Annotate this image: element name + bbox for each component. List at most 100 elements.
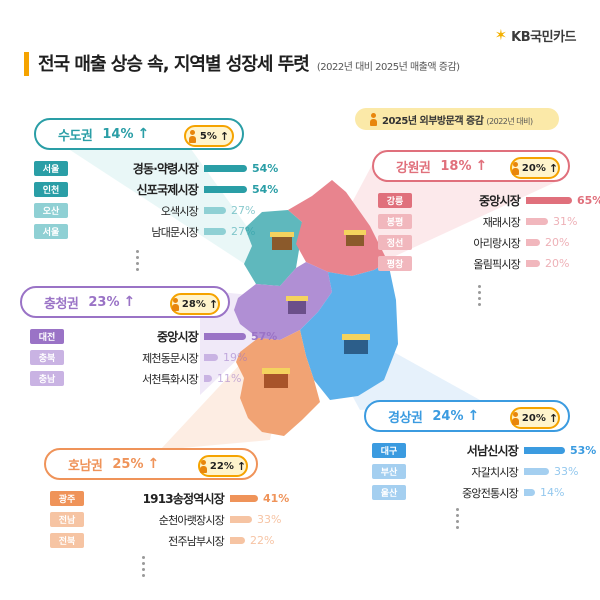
growth-value: 19% — [223, 351, 248, 364]
city-tag: 대구 — [372, 443, 406, 458]
brand-name: KB국민카드 — [511, 30, 576, 45]
market-name: 자갈치시장 — [471, 465, 518, 479]
region-card-chungcheong: 충청권 23% ↑ 28% ↑ — [20, 286, 230, 318]
market-row: 봉평 재래시장 31% — [378, 211, 600, 232]
region-growth: 25% — [112, 456, 144, 472]
market-name: 서천특화시장 — [142, 372, 199, 386]
market-name: 1913송정역시장 — [142, 492, 225, 506]
city-tag: 정선 — [378, 235, 412, 250]
page-header: 전국 매출 상승 속, 지역별 성장세 뚜렷 (2022년 대비 2025년 매… — [24, 50, 460, 76]
market-row: 강릉 중앙시장 65% — [378, 190, 600, 211]
growth-value: 41% — [263, 492, 290, 505]
growth-bar — [230, 495, 258, 502]
growth-value: 54% — [252, 183, 279, 196]
market-name: 올림픽시장 — [473, 257, 520, 271]
growth-bar — [230, 516, 252, 523]
market-row: 전북 전주남부시장 22% — [50, 530, 289, 551]
market-name: 제천동문시장 — [142, 351, 199, 365]
visitor-value: 20% — [521, 162, 546, 174]
growth-bar — [204, 333, 246, 340]
region-gyeongsang — [300, 262, 398, 400]
visitor-value: 22% — [209, 460, 234, 472]
growth-value: 22% — [250, 534, 275, 547]
growth-value: 33% — [554, 465, 579, 478]
arrow-up-icon: ↑ — [208, 297, 219, 311]
city-tag: 울산 — [372, 485, 406, 500]
city-tag: 오산 — [34, 203, 68, 218]
growth-value: 33% — [257, 513, 282, 526]
market-row: 전남 순천아랫장시장 33% — [50, 509, 289, 530]
growth-bar — [526, 218, 548, 225]
market-list-sudo: 서울 경동·약령시장 54% 인천 신포국제시장 54% 오산 오색시장 27% 서울 남대문시장 2… — [34, 158, 278, 242]
growth-bar — [524, 489, 535, 496]
arrow-up-icon: ↑ — [467, 408, 480, 424]
market-stall-icon — [286, 296, 308, 314]
city-tag: 충북 — [30, 350, 64, 365]
city-tag: 강릉 — [378, 193, 412, 208]
region-chungcheong — [234, 262, 332, 340]
growth-bar — [526, 197, 572, 204]
visitor-value: 28% — [181, 298, 206, 310]
market-name: 신포국제시장 — [136, 183, 199, 197]
growth-bar — [204, 165, 247, 172]
market-list-gyeongsang: 대구 서남신시장 53% 부산 자갈치시장 33% 울산 중앙전통시장 14% — [372, 440, 596, 503]
growth-bar — [204, 186, 247, 193]
growth-value: 14% — [540, 486, 565, 499]
city-tag: 서울 — [34, 161, 68, 176]
market-name: 오색시장 — [160, 204, 199, 218]
region-gangwon — [288, 180, 388, 276]
market-list-honam: 광주 1913송정역시장 41% 전남 순천아랫장시장 33% 전북 전주남부시장 22% — [50, 488, 289, 551]
growth-value: 20% — [545, 257, 570, 270]
region-card-gyeongsang: 경상권 24% ↑ 20% ↑ — [364, 400, 570, 432]
arrow-up-icon: ↑ — [236, 459, 247, 473]
market-list-gangwon: 강릉 중앙시장 65% 봉평 재래시장 31% 정선 아리랑시장 20% 평창 올림픽시장 20% — [378, 190, 600, 274]
city-tag: 인천 — [34, 182, 68, 197]
growth-value: 54% — [252, 162, 279, 175]
market-name: 남대문시장 — [151, 225, 198, 239]
city-tag: 광주 — [50, 491, 84, 506]
growth-bar — [524, 447, 565, 454]
market-list-chungcheong: 대전 중앙시장 57% 충북 제천동문시장 19% 충남 서천특화시장 11% — [30, 326, 277, 389]
region-growth: 14% — [102, 126, 134, 142]
market-row: 평창 올림픽시장 20% — [378, 253, 600, 274]
region-card-sudo: 수도권 14% ↑ 5% ↑ — [34, 118, 244, 150]
growth-bar — [526, 260, 540, 267]
region-name: 충청권 — [44, 296, 79, 312]
growth-bar — [204, 228, 226, 235]
arrow-up-icon: ↑ — [475, 158, 488, 174]
market-stall-icon — [270, 232, 294, 250]
arrow-up-icon: ↑ — [548, 411, 559, 425]
person-icon — [511, 411, 519, 425]
growth-bar — [524, 468, 549, 475]
growth-bar — [230, 537, 245, 544]
market-row: 충남 서천특화시장 11% — [30, 368, 277, 389]
ray-sudo — [70, 120, 300, 300]
market-name: 서남신시장 — [466, 444, 519, 458]
more-dots — [478, 285, 481, 306]
page-title: 전국 매출 상승 속, 지역별 성장세 뚜렷 — [38, 54, 310, 75]
region-name: 수도권 — [58, 128, 93, 144]
market-row: 오산 오색시장 27% — [34, 200, 278, 221]
market-stall-icon — [262, 368, 290, 388]
market-stall-icon — [344, 230, 366, 246]
brand-mark-icon: ✶ — [494, 26, 508, 44]
region-growth: 24% — [432, 408, 464, 424]
page-subtitle: (2022년 대비 2025년 매출액 증감) — [316, 62, 460, 73]
legend-sub: (2022년 대비) — [486, 116, 533, 126]
market-name: 전주남부시장 — [168, 534, 225, 548]
city-tag: 대전 — [30, 329, 64, 344]
market-row: 서울 경동·약령시장 54% — [34, 158, 278, 179]
more-dots — [456, 508, 459, 529]
market-row: 정선 아리랑시장 20% — [378, 232, 600, 253]
region-card-honam: 호남권 25% ↑ 22% ↑ — [44, 448, 258, 480]
region-name: 호남권 — [68, 458, 103, 474]
more-dots — [136, 250, 139, 271]
arrow-up-icon: ↑ — [548, 161, 559, 175]
visitor-badge: 28% ↑ — [170, 293, 220, 315]
city-tag: 봉평 — [378, 214, 412, 229]
city-tag: 부산 — [372, 464, 406, 479]
city-tag: 충남 — [30, 371, 64, 386]
market-row: 인천 신포국제시장 54% — [34, 179, 278, 200]
region-name: 경상권 — [388, 410, 423, 426]
